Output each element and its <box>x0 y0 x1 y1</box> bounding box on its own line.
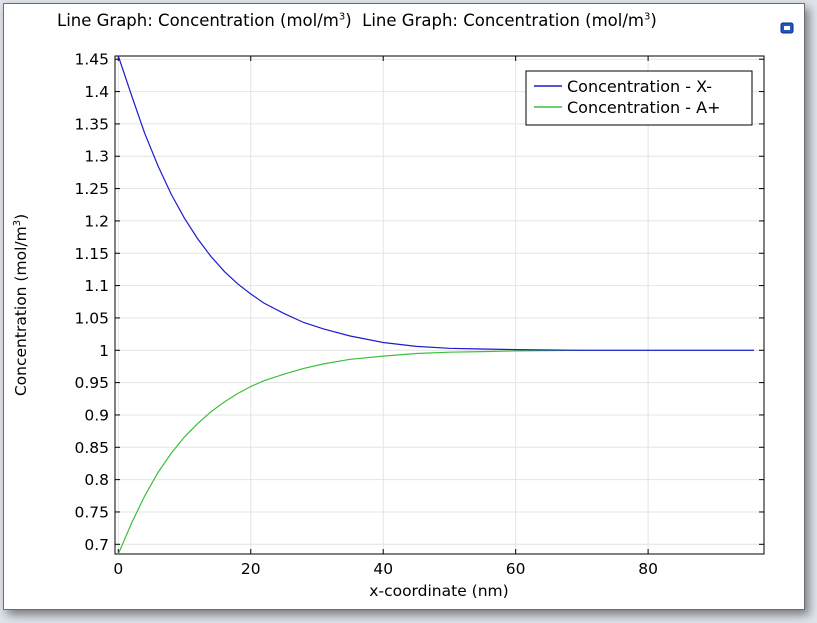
title-part-1-end: ) <box>345 11 352 30</box>
legend: Concentration - X- Concentration - A+ <box>525 70 753 126</box>
x-axis-label: x-coordinate (nm) <box>369 582 508 600</box>
y-tick-label: 1.25 <box>74 180 109 198</box>
y-tick-label: 0.95 <box>74 374 109 392</box>
series-lines <box>117 55 755 555</box>
axis-ticks: 0 20 40 60 80 1.45 1.4 1.35 1.3 1.25 1.2 1.15 1.1 1.0… <box>74 51 764 578</box>
y-tick-label: 1.1 <box>84 277 109 295</box>
x-tick-label: 80 <box>638 560 658 578</box>
grid-lines <box>115 56 764 554</box>
plot-title: Line Graph: Concentration (mol/m3) Line … <box>57 11 737 30</box>
y-axis-label-text: Concentration (mol/m <box>12 226 30 396</box>
window-restore-button[interactable] <box>780 20 794 34</box>
series-line-concentration-a <box>117 349 755 555</box>
y-axis-label: Concentration (mol/m3) <box>12 214 30 396</box>
title-part-1: Line Graph: Concentration (mol/m <box>57 11 339 30</box>
legend-label: Concentration - A+ <box>567 98 720 117</box>
legend-box <box>525 70 753 126</box>
y-axis-label-end: ) <box>12 214 30 220</box>
y-tick-label: 0.8 <box>84 471 109 489</box>
y-axis-label-superscript: 3 <box>12 220 23 226</box>
y-tick-label: 0.9 <box>84 406 109 424</box>
y-tick-label: 1.2 <box>84 212 109 230</box>
plot-area <box>114 55 765 555</box>
x-tick-label: 20 <box>241 560 261 578</box>
y-tick-label: 1.3 <box>84 148 109 166</box>
series-line-concentration-x <box>117 55 755 351</box>
legend-label: Concentration - X- <box>567 77 712 96</box>
y-tick-label: 1.35 <box>74 115 109 133</box>
title-part-2-superscript: 3 <box>644 11 651 23</box>
y-tick-label: 1.05 <box>74 309 109 327</box>
y-tick-label: 0.85 <box>74 439 109 457</box>
title-part-2-end: ) <box>650 11 657 30</box>
y-tick-label: 1.15 <box>74 245 109 263</box>
title-part-2: Line Graph: Concentration (mol/m <box>362 11 644 30</box>
window-restore-icon <box>780 22 794 34</box>
y-tick-label: 0.7 <box>84 536 109 554</box>
y-tick-label: 1.45 <box>74 51 109 69</box>
x-tick-label: 0 <box>113 560 123 578</box>
y-tick-label: 0.75 <box>74 503 109 521</box>
title-part-1-superscript: 3 <box>338 11 346 23</box>
x-tick-label: 60 <box>506 560 526 578</box>
y-tick-label: 1.4 <box>84 83 109 101</box>
y-tick-label: 1 <box>99 342 109 360</box>
x-tick-label: 40 <box>373 560 393 578</box>
